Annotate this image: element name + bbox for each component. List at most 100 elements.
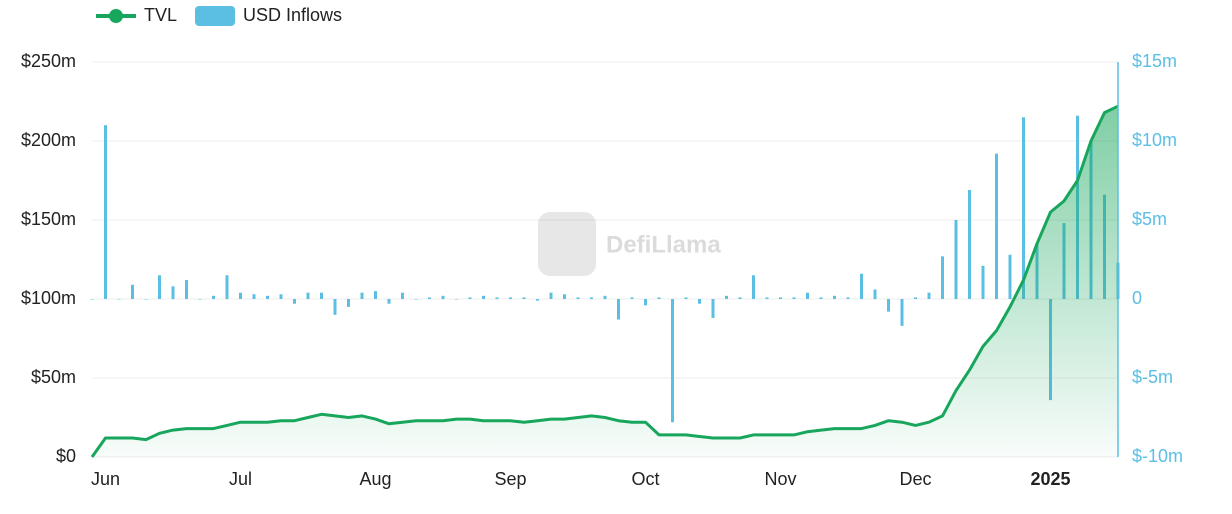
inflow-bar <box>522 297 526 299</box>
y-tick-label: $150m <box>21 209 76 229</box>
legend-item[interactable]: USD Inflows <box>195 5 342 26</box>
inflow-bar <box>887 299 890 312</box>
inflow-bar <box>482 295 485 299</box>
legend-swatch <box>195 6 236 26</box>
inflow-bar <box>252 294 256 299</box>
inflow-bar <box>333 299 337 315</box>
inflow-bar <box>563 294 566 299</box>
inflow-bar <box>657 297 661 299</box>
y2-tick-label: $10m <box>1132 130 1177 150</box>
inflow-bar <box>1008 254 1012 299</box>
inflow-bar <box>873 289 877 299</box>
inflow-bar <box>225 275 229 299</box>
y2-tick-label: $-5m <box>1132 367 1173 387</box>
inflow-bar <box>725 295 728 299</box>
legend-label: USD Inflows <box>243 5 342 25</box>
inflow-bar <box>549 292 553 299</box>
inflow-bar <box>752 275 755 299</box>
x-tick-label: Nov <box>764 469 796 489</box>
legend-marker <box>109 9 123 23</box>
y-tick-label: $0 <box>56 446 76 466</box>
inflow-bar <box>293 299 296 304</box>
inflow-bar <box>684 297 688 299</box>
inflow-bar <box>995 153 998 299</box>
inflow-bar <box>779 297 782 299</box>
inflow-bar <box>819 297 823 299</box>
inflow-bar <box>347 299 350 307</box>
inflow-bar <box>158 275 161 299</box>
inflow-bar <box>846 297 850 299</box>
y2-tick-label: $-10m <box>1132 446 1183 466</box>
inflow-bar <box>239 292 242 299</box>
inflow-bar <box>860 273 863 299</box>
legend-label: TVL <box>144 5 177 25</box>
x-tick-label: Jun <box>91 469 120 489</box>
tvl-line <box>90 104 1119 458</box>
inflow-bar <box>104 125 107 299</box>
x-tick-label: Oct <box>631 469 659 489</box>
inflow-bar <box>428 297 431 299</box>
inflow-bar <box>279 294 283 299</box>
inflow-bar <box>536 299 539 301</box>
inflow-bar <box>941 256 944 299</box>
inflow-bar <box>387 299 391 304</box>
inflow-bar <box>603 295 607 299</box>
inflow-bar <box>900 299 904 326</box>
watermark-text: DefiLlama <box>606 231 721 258</box>
inflow-bar <box>495 297 499 299</box>
x-tick-label: Sep <box>494 469 526 489</box>
inflow-bar <box>360 292 364 299</box>
inflow-bar <box>185 280 188 299</box>
inflow-bar <box>914 297 917 299</box>
inflow-bar <box>644 299 647 306</box>
inflow-bar <box>792 297 796 299</box>
inflow-bar <box>320 292 323 299</box>
inflow-bar <box>833 295 836 299</box>
y2-tick-label: 0 <box>1132 288 1142 308</box>
inflow-bar <box>144 299 148 300</box>
inflow-bar <box>212 295 215 299</box>
inflow-bar <box>738 297 742 299</box>
inflow-bar <box>90 299 94 300</box>
inflow-bar <box>617 299 620 320</box>
x-tick-label: 2025 <box>1030 469 1070 489</box>
x-tick-label: Dec <box>899 469 931 489</box>
inflow-bar <box>671 299 674 423</box>
inflow-bar <box>954 220 958 299</box>
inflow-bar <box>414 299 418 300</box>
y2-tick-label: $15m <box>1132 51 1177 71</box>
inflow-bar <box>806 292 809 299</box>
inflow-bar <box>266 295 269 299</box>
inflow-bar <box>968 189 971 299</box>
legend-item[interactable]: TVL <box>96 5 177 25</box>
watermark-logo <box>538 212 596 276</box>
inflow-bar <box>1022 117 1025 299</box>
x-tick-label: Jul <box>229 469 252 489</box>
inflow-bar <box>981 265 985 299</box>
inflow-bar <box>131 284 134 299</box>
inflow-bar <box>374 291 377 299</box>
inflow-bar <box>765 297 769 299</box>
inflow-bar <box>401 292 404 299</box>
y-tick-label: $200m <box>21 130 76 150</box>
inflow-bar <box>455 299 458 300</box>
inflow-bar <box>198 299 202 300</box>
y2-tick-label: $5m <box>1132 209 1167 229</box>
inflow-bar <box>306 292 310 299</box>
x-tick-label: Aug <box>359 469 391 489</box>
inflow-bar <box>711 299 715 318</box>
inflow-bar <box>171 286 175 299</box>
y-tick-label: $100m <box>21 288 76 308</box>
inflow-bar <box>468 297 472 299</box>
inflow-bar <box>441 295 445 299</box>
inflow-bar <box>576 297 580 299</box>
inflow-bar <box>509 297 512 299</box>
inflow-bar <box>590 297 593 299</box>
inflow-bar <box>698 299 701 304</box>
tvl-area <box>92 106 1118 457</box>
inflow-bar <box>927 292 931 299</box>
inflow-bar <box>630 297 634 299</box>
watermark: DefiLlama <box>538 212 721 276</box>
inflow-bar <box>117 299 121 300</box>
